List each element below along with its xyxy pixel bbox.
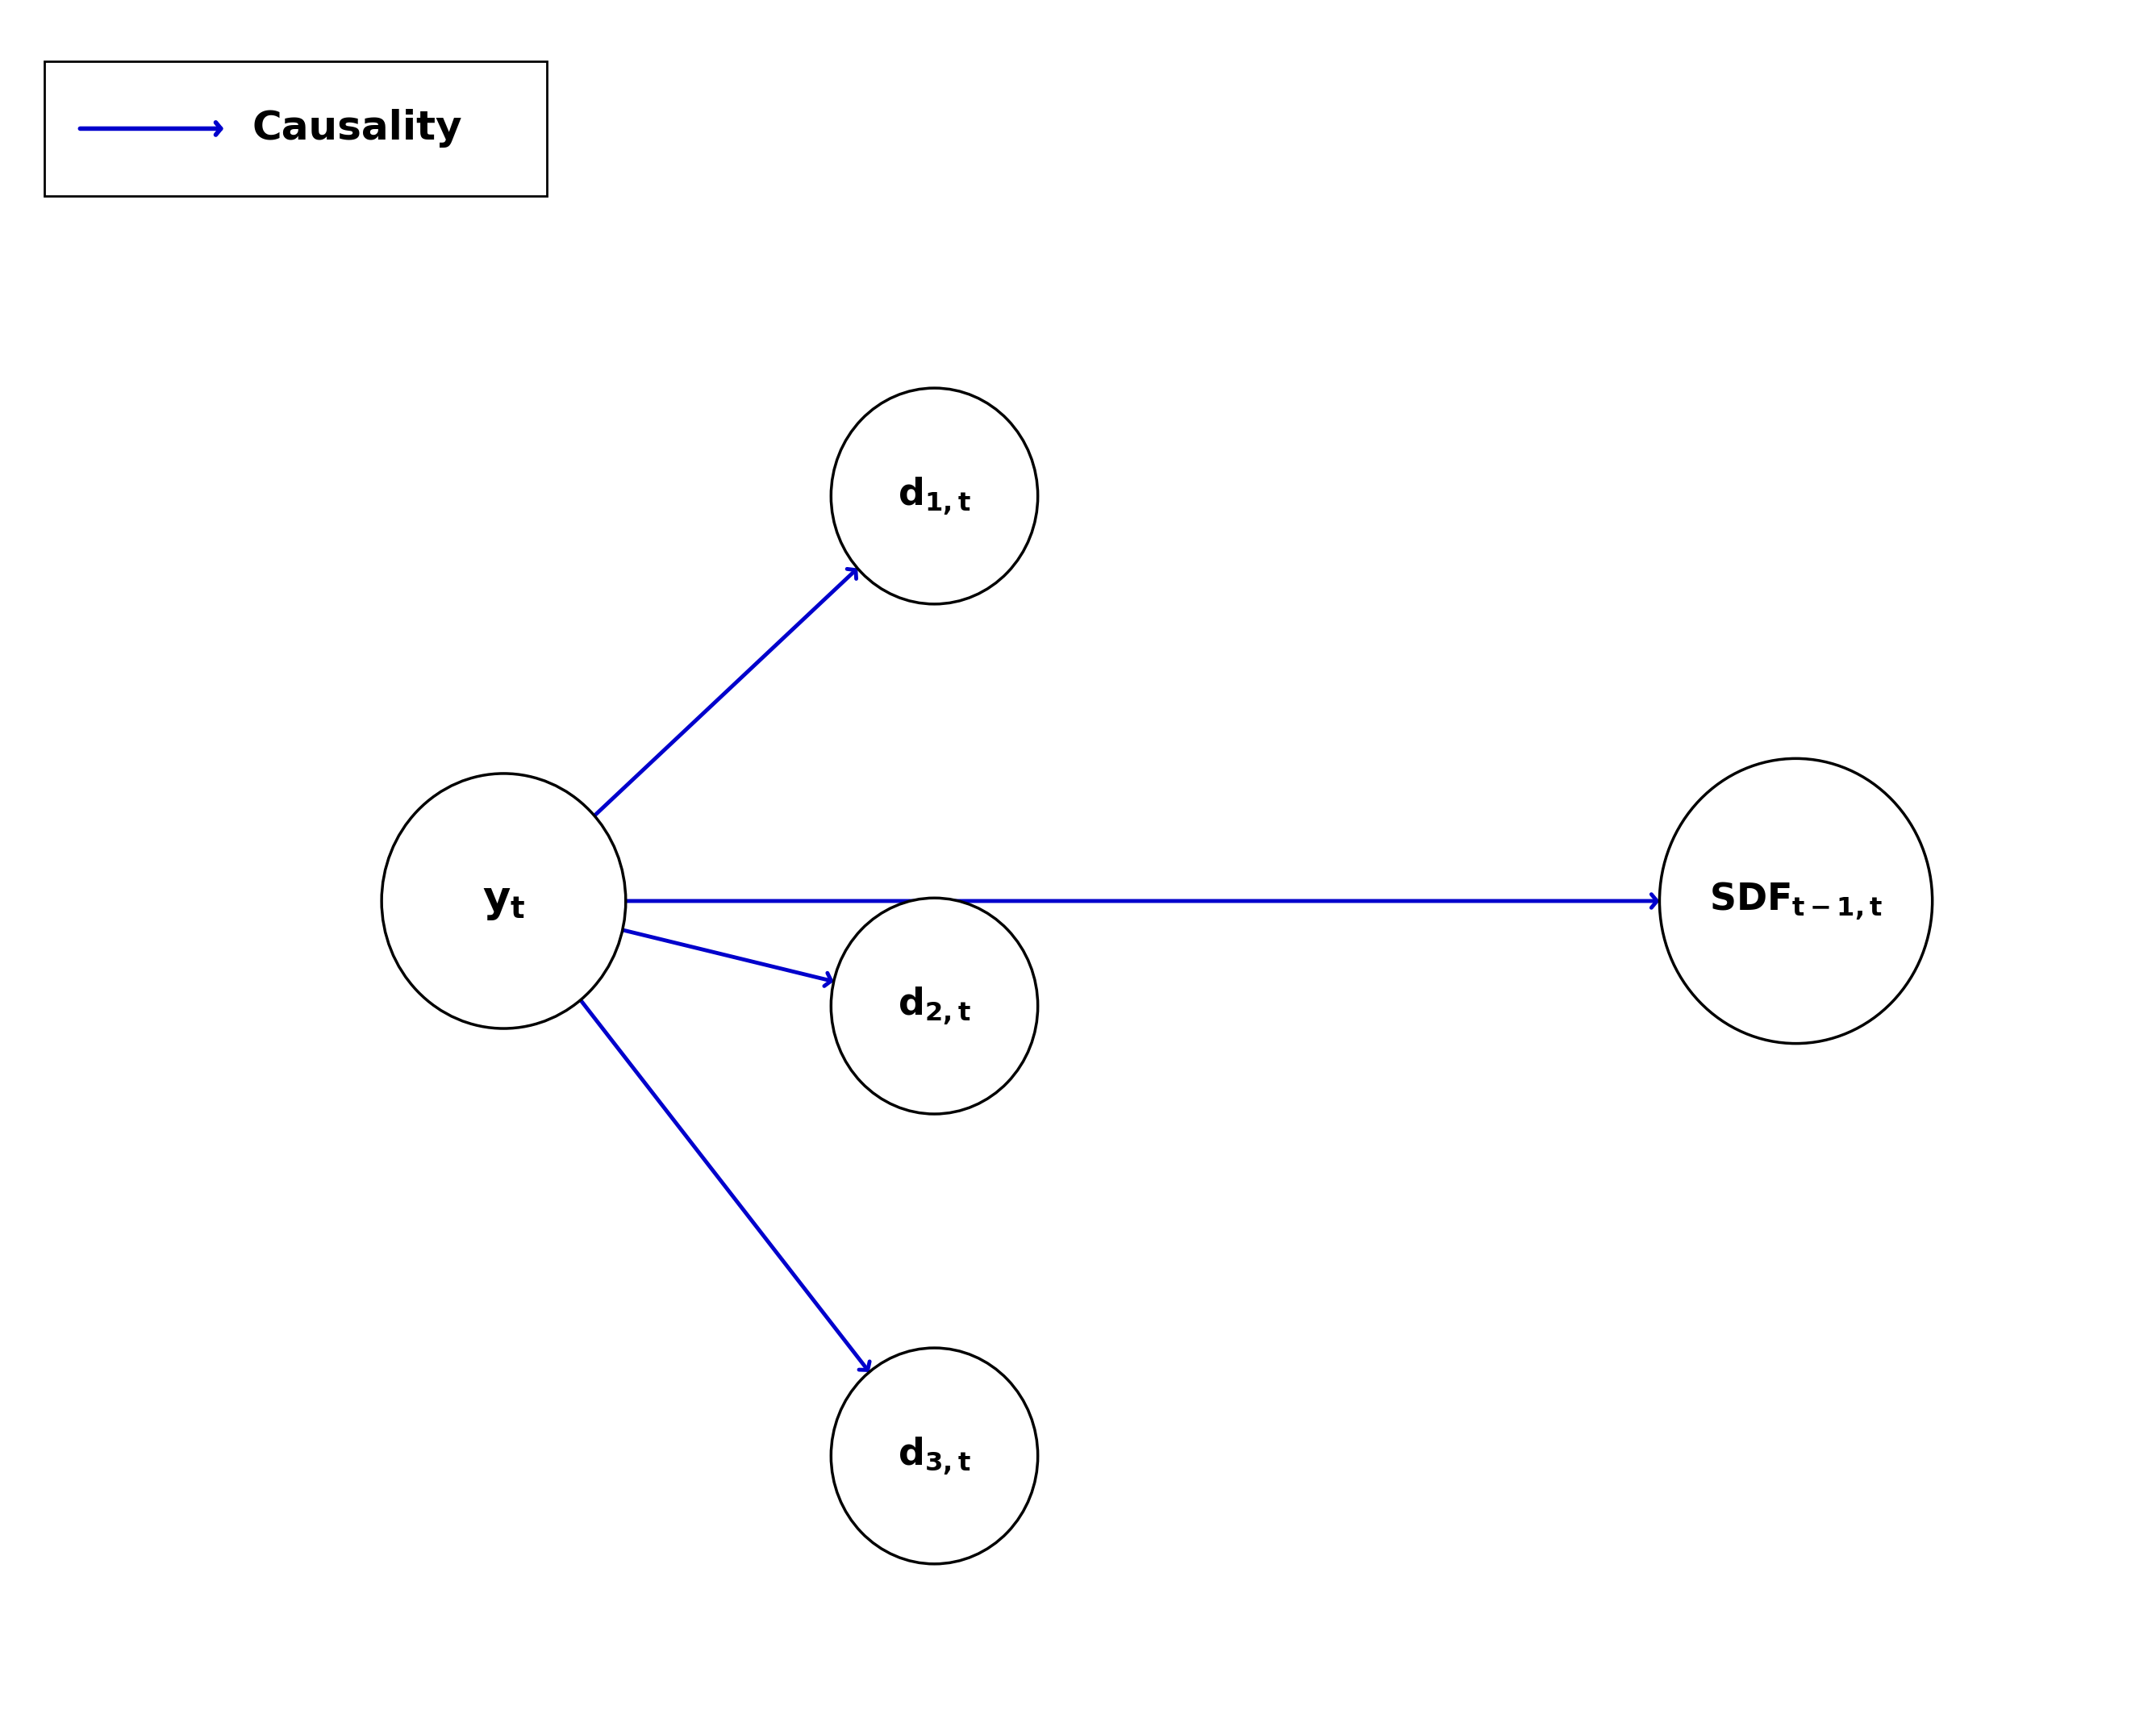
Text: Causality: Causality (252, 109, 464, 149)
Text: $\mathbf{SDF_{t−1,t}}$: $\mathbf{SDF_{t−1,t}}$ (1710, 881, 1882, 922)
Circle shape (830, 898, 1037, 1114)
Bar (43, 60, 548, 197)
Text: $\mathbf{y_{t}}$: $\mathbf{y_{t}}$ (483, 881, 526, 922)
Circle shape (382, 774, 625, 1029)
Text: $\mathbf{d_{2,t}}$: $\mathbf{d_{2,t}}$ (897, 984, 970, 1028)
Text: $\mathbf{d_{3,t}}$: $\mathbf{d_{3,t}}$ (897, 1435, 970, 1477)
Text: $\mathbf{d_{1,t}}$: $\mathbf{d_{1,t}}$ (897, 475, 970, 516)
Circle shape (830, 1349, 1037, 1565)
Circle shape (1660, 758, 1932, 1043)
Circle shape (830, 389, 1037, 604)
